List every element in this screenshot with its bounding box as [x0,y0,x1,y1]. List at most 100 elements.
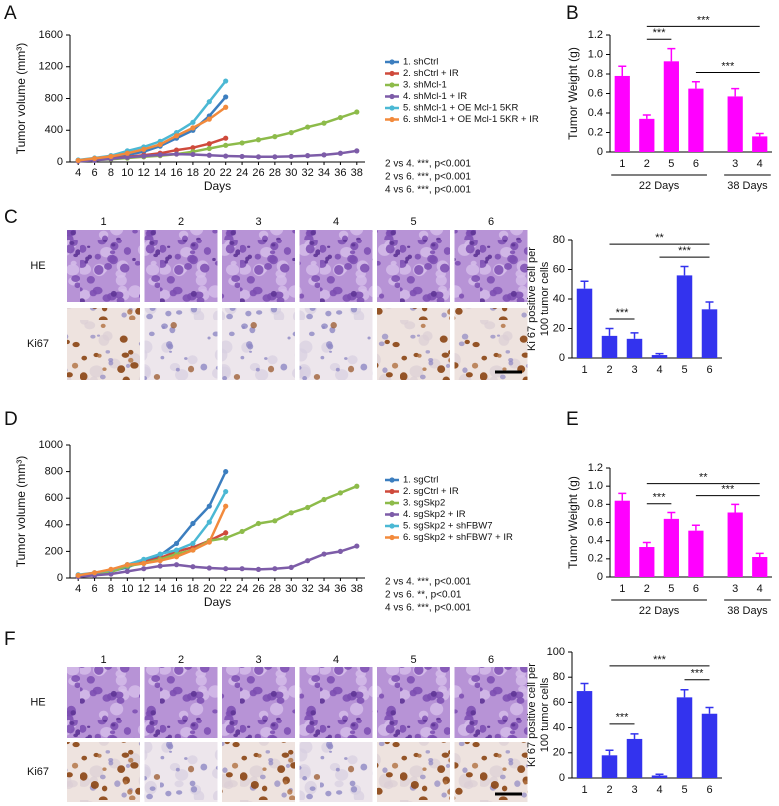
data-point [190,520,196,527]
ki67-image [454,308,528,380]
x-axis-label: Days [204,595,231,609]
data-point [272,154,278,160]
data-point [190,547,196,553]
x-tick-label: 18 [187,167,199,179]
x-tick-label: 8 [108,167,114,179]
he-image [454,667,528,738]
data-point [223,104,229,110]
column-label: 1 [100,654,106,666]
error-bar [680,689,689,698]
x-tick-label: 12 [138,167,150,179]
bar [601,755,618,778]
data-point [337,490,344,496]
legend-marker [389,523,395,529]
data-point [272,566,278,572]
data-point [223,488,229,495]
row-label: HE [30,260,45,272]
y-tick-label: 0.4 [588,107,603,119]
y-tick-label: 0 [57,156,63,168]
x-tick-label: 36 [334,167,346,179]
x-tick-label: 28 [269,583,281,595]
data-point [223,142,229,148]
group-label: 38 Days [727,180,768,192]
x-tick-label: 8 [108,583,114,595]
legend-marker [389,59,395,65]
series-line [78,505,227,577]
data-point [305,504,311,511]
comparison-label: *** [691,668,705,680]
y-tick-label: 0.4 [588,535,603,547]
x-tick-label: 16 [170,167,182,179]
data-point [173,147,180,153]
data-point [239,140,245,146]
x-tick-label: 4 [757,583,763,595]
legend-marker [389,488,395,495]
data-point [321,120,327,126]
data-point [305,153,311,159]
he-image [377,230,450,302]
he-image [67,230,140,302]
data-point [124,562,130,568]
column-label: 2 [178,216,184,228]
data-point [255,137,262,143]
x-tick-label: 4 [656,784,662,796]
error-bar [655,352,664,356]
comparison-label: *** [653,492,667,504]
x-tick-label: 34 [318,167,330,179]
x-tick-label: 1 [619,583,625,595]
comparison-label: ** [699,472,708,484]
ki67-image [222,742,295,802]
data-point [206,539,212,545]
data-point [288,130,294,136]
data-point [108,571,114,577]
he-image [67,667,140,738]
y-tick-label: 200 [45,545,63,557]
ki67-image [222,308,295,380]
group-label: 22 Days [639,180,680,192]
error-bar [642,114,651,119]
error-bar [605,327,614,336]
y-tick-label: 80 [553,671,565,683]
column-label: 6 [488,216,494,228]
error-bar [667,47,676,62]
data-point [190,119,196,125]
error-bar [630,733,639,739]
data-point [91,155,98,162]
y-axis-label: Tumor volume (mm³) [14,43,28,155]
legend-label: 4. sgSkp2 + IR [403,509,466,520]
legend-marker [389,534,395,541]
x-tick-label: 3 [732,158,738,170]
data-point [141,566,147,572]
data-point [124,154,130,160]
y-tick-label: 1200 [39,61,63,73]
data-point [190,145,196,151]
x-tick-label: 24 [236,167,248,179]
bar [752,136,768,152]
ki67-image [377,742,450,802]
data-point [354,543,360,549]
data-point [288,153,294,160]
y-tick-label: 800 [45,466,63,478]
x-tick-label: 30 [285,167,297,179]
data-point [223,566,229,572]
data-point [124,568,130,574]
y-axis-label: Ki 67 positive cell per [526,247,538,351]
row-label: Ki67 [27,766,49,778]
data-point [141,146,147,152]
data-point [173,133,180,139]
group-label: 38 Days [727,605,768,617]
ki67-image [144,308,218,380]
x-tick-label: 5 [668,158,674,170]
data-point [75,157,81,164]
data-point [223,135,229,141]
bar [688,530,704,577]
data-point [190,125,196,131]
data-point [157,141,163,148]
data-point [255,520,262,527]
y-tick-label: 40 [553,722,565,734]
x-axis-label: Days [204,179,231,193]
bar [676,275,693,358]
row-label: HE [30,696,45,708]
data-point [239,153,245,160]
x-tick-label: 18 [187,583,199,595]
